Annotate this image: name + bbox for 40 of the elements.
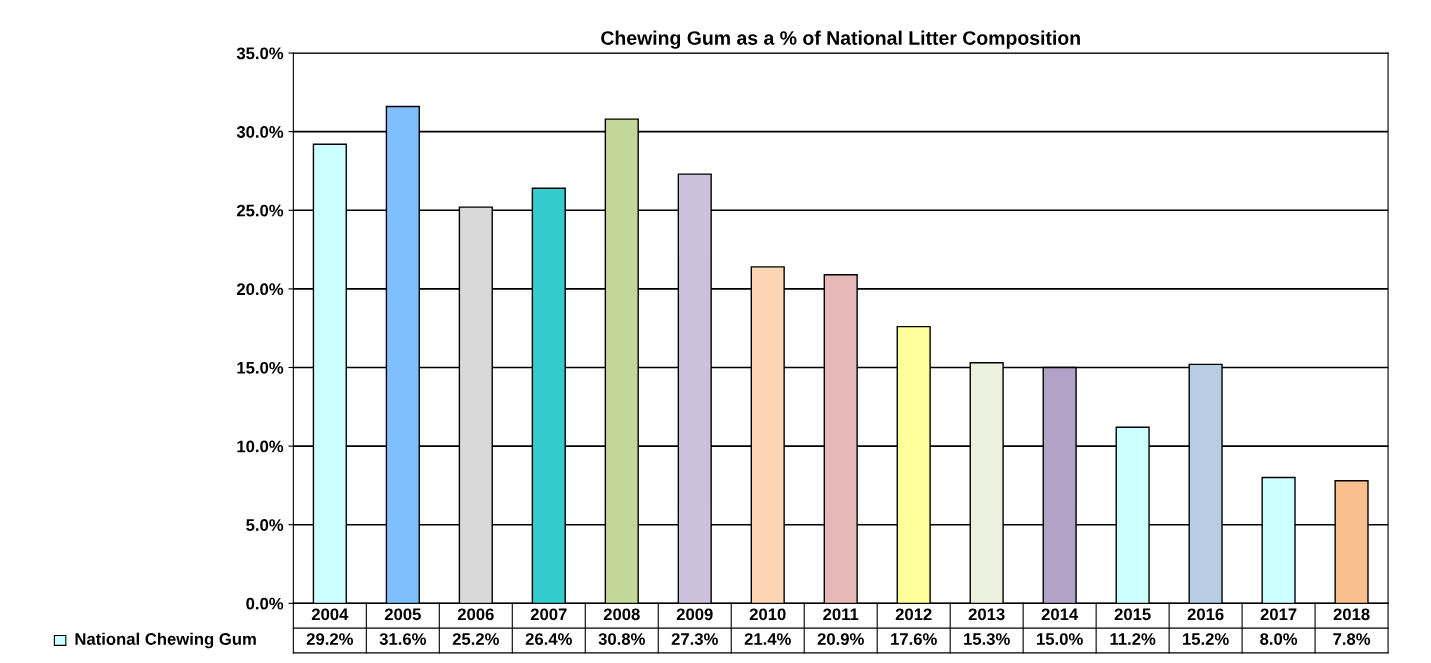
x-tick-label: 2012 [895, 608, 932, 621]
x-tick-label: 2013 [968, 608, 1005, 621]
y-tick-label: 20.0% [236, 283, 284, 296]
y-tick-label: 5.0% [246, 519, 284, 531]
data-label: 30.8% [598, 633, 645, 645]
data-label: 11.2% [1110, 633, 1156, 645]
data-label: 8.0% [1260, 633, 1298, 645]
y-tick-label: 0.0% [246, 597, 284, 610]
data-label: 27.3% [671, 633, 718, 645]
x-tick-label: 2017 [1260, 608, 1297, 621]
data-label: 26.4% [525, 633, 572, 645]
data-label: 20.9% [817, 633, 864, 645]
data-label: 31.6% [379, 633, 427, 645]
x-tick-label: 2011 [823, 608, 859, 621]
data-label: 21.4% [744, 633, 791, 645]
y-tick-label: 30.0% [236, 126, 284, 138]
data-label: 7.8% [1333, 633, 1371, 645]
chart-title: Chewing Gum as a % of National Litter Composition [601, 30, 1080, 49]
x-tick-label: 2018 [1333, 608, 1370, 621]
y-tick-label: 15.0% [237, 361, 284, 374]
data-label: 15.0% [1037, 633, 1083, 645]
x-tick-label: 2006 [457, 608, 494, 621]
x-tick-label: 2014 [1041, 608, 1079, 621]
x-tick-label: 2010 [749, 608, 786, 621]
x-tick-label: 2007 [530, 608, 567, 621]
x-tick-label: 2008 [603, 608, 640, 621]
data-label: 25.2% [452, 633, 499, 645]
y-tick-label: 10.0% [237, 440, 284, 453]
data-label: 29.2% [306, 633, 354, 645]
x-tick-label: 2004 [311, 608, 349, 621]
x-tick-label: 2016 [1187, 608, 1224, 621]
x-tick-label: 2005 [384, 608, 421, 621]
x-tick-label: 2015 [1114, 608, 1151, 621]
data-label: 15.2% [1183, 633, 1229, 645]
x-tick-label: 2009 [676, 608, 713, 621]
y-tick-label: 35.0% [236, 47, 284, 60]
data-label: 15.3% [964, 633, 1010, 645]
legend-label: National Chewing Gum [75, 632, 256, 649]
data-label: 17.6% [891, 633, 937, 645]
y-tick-label: 25.0% [236, 204, 284, 217]
